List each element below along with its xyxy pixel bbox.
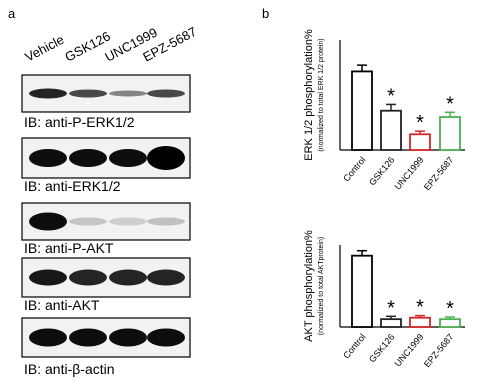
lane-label: GSK126 <box>62 28 112 64</box>
panel-label: a <box>8 6 16 21</box>
blot-label: IB: anti-P-AKT <box>24 240 114 256</box>
x-tick-label: GSK126 <box>367 332 397 364</box>
blot-band <box>147 89 185 98</box>
blot-label: IB: anti-ERK1/2 <box>24 178 121 194</box>
y-axis-sublabel: (normalized to total ERK 1/2 protein) <box>318 38 325 151</box>
blot-band <box>147 328 185 347</box>
y-axis-sublabel: (normalized to total AKTprotein) <box>318 237 325 335</box>
blot-band <box>109 149 147 167</box>
blot-band <box>147 217 185 226</box>
bar <box>380 109 402 151</box>
significance-mark: * <box>446 93 454 115</box>
bar <box>439 116 461 151</box>
significance-mark: * <box>416 297 424 319</box>
blot-band <box>109 269 147 286</box>
bar <box>351 70 373 151</box>
x-tick-label: EPZ-5687 <box>422 155 456 192</box>
blot-band <box>29 269 67 286</box>
x-tick-label: Control <box>341 155 367 184</box>
bar <box>380 318 402 328</box>
blot-band <box>29 88 67 99</box>
significance-mark: * <box>387 85 395 107</box>
lane-label: Vehicle <box>22 32 66 65</box>
blot-band <box>109 90 147 97</box>
blot-band <box>69 217 107 226</box>
blot-band <box>109 217 147 226</box>
blot-label: IB: anti-β-actin <box>24 361 115 377</box>
significance-mark: * <box>446 298 454 320</box>
blot-band <box>147 269 185 286</box>
blot-band <box>29 149 67 167</box>
bar <box>439 318 461 328</box>
x-tick-label: Control <box>341 332 367 361</box>
bar <box>351 254 373 328</box>
blot-band <box>69 149 107 167</box>
bar <box>409 316 431 328</box>
y-axis-label: ERK 1/2 phosphorylation% <box>303 29 315 161</box>
significance-mark: * <box>387 297 395 319</box>
significance-mark: * <box>416 112 424 134</box>
bar <box>409 133 431 151</box>
x-tick-label: GSK126 <box>367 155 397 187</box>
blot-band <box>29 212 67 231</box>
x-tick-label: EPZ-5687 <box>422 332 456 369</box>
blot-label: IB: anti-P-ERK1/2 <box>24 114 135 130</box>
blot-band <box>109 328 147 347</box>
blot-band <box>69 269 107 286</box>
blot-band <box>147 146 185 170</box>
blot-band <box>29 328 67 347</box>
blot-label: IB: anti-AKT <box>24 297 100 313</box>
blot-band <box>69 328 107 347</box>
panel-label: b <box>262 6 269 21</box>
y-axis-label: AKT phosphorylation% <box>303 230 315 342</box>
blot-band <box>69 89 107 98</box>
